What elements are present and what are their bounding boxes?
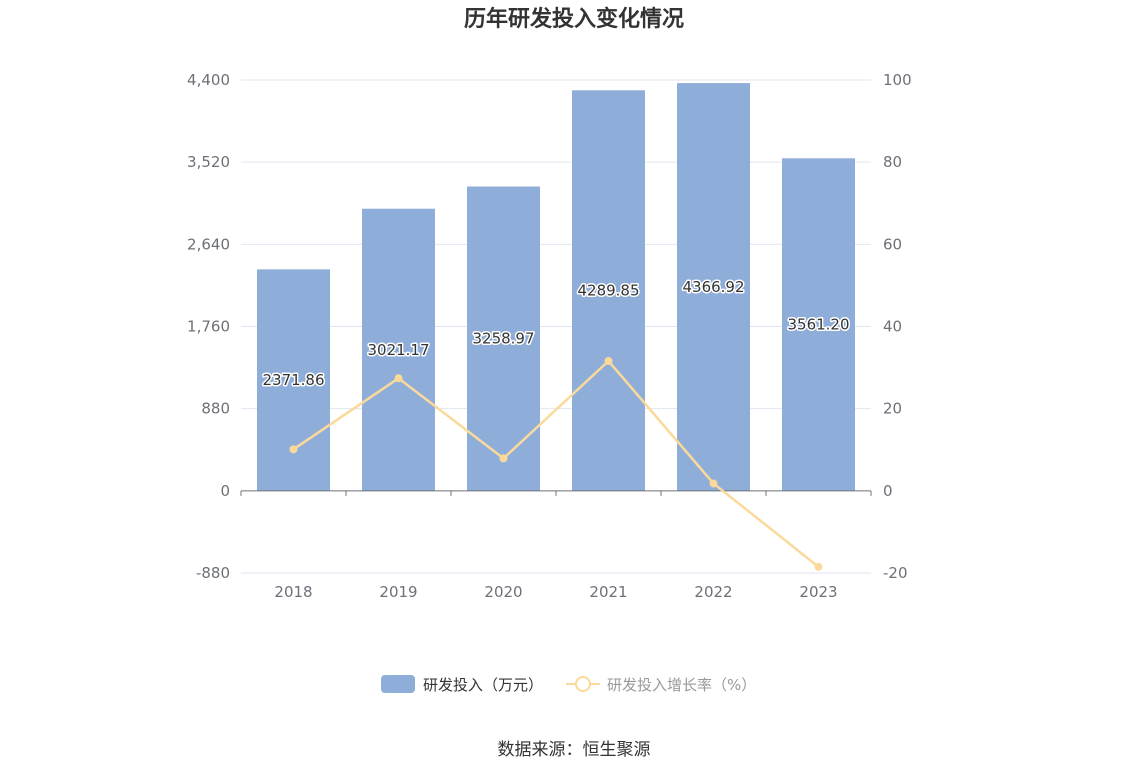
bar[interactable] [782,158,855,491]
data-labels: 2371.86 3021.17 3258.97 4289.85 4366.92 3561.… [261,276,851,390]
line-series [289,357,823,571]
legend-line-marker [575,676,591,692]
right-axis-tick-label: 40 [883,318,902,336]
legend-line-label[interactable]: 研发投入增长率（%） [607,676,756,694]
left-axis-tick-label: 0 [220,482,230,500]
line-point[interactable] [709,479,718,488]
bar-data-label: 4366.92 [682,278,744,296]
right-axis-tick-label: -20 [883,564,908,582]
left-axis-tick-label: 880 [201,400,230,418]
right-axis-tick-label: 80 [883,153,902,171]
legend-bar-label[interactable]: 研发投入（万元） [423,676,543,694]
bar-data-label: 4289.85 [577,282,639,300]
grid-lines [241,79,871,574]
x-axis-tick-label: 2020 [484,583,522,601]
line-point[interactable] [499,454,508,463]
line-point[interactable] [814,562,823,571]
left-axis-tick-label: 3,520 [187,153,230,171]
bar-data-label: 3021.17 [367,341,429,359]
line-point[interactable] [604,357,613,366]
bar[interactable] [572,90,645,491]
right-axis-tick-label: 100 [883,71,912,89]
chart-title: 历年研发投入变化情况 [464,6,684,32]
x-axis-tick-label: 2018 [274,583,312,601]
axes: -880 0 880 1,760 2,640 3,520 4,400 -20 0 20 40 60 80… [187,71,912,601]
left-axis-tick-label: 1,760 [187,318,230,336]
line-point[interactable] [289,445,298,454]
bar-series [257,83,855,491]
bar-data-label: 3561.20 [787,316,849,334]
right-axis-tick-label: 0 [883,482,893,500]
right-axis-tick-label: 60 [883,235,902,253]
x-axis-tick-label: 2019 [379,583,417,601]
bar-data-label: 3258.97 [472,330,534,348]
right-axis-tick-label: 20 [883,400,902,418]
bar-data-label: 2371.86 [262,371,324,389]
growth-line [292,359,820,568]
source-note: 数据来源：恒生聚源 [498,740,651,760]
x-axis-tick-label: 2023 [799,583,837,601]
bar[interactable] [257,269,330,491]
left-axis-tick-label: 4,400 [187,71,230,89]
x-axis-tick-label: 2021 [589,583,627,601]
legend-bar-swatch [381,675,415,693]
bar[interactable] [677,83,750,491]
line-point[interactable] [394,374,403,383]
left-axis-tick-label: 2,640 [187,235,230,253]
x-axis-tick-label: 2022 [694,583,732,601]
bar[interactable] [362,208,435,491]
left-axis-tick-label: -880 [196,564,230,582]
legend[interactable]: 研发投入（万元） 研发投入增长率（%） [381,675,756,694]
